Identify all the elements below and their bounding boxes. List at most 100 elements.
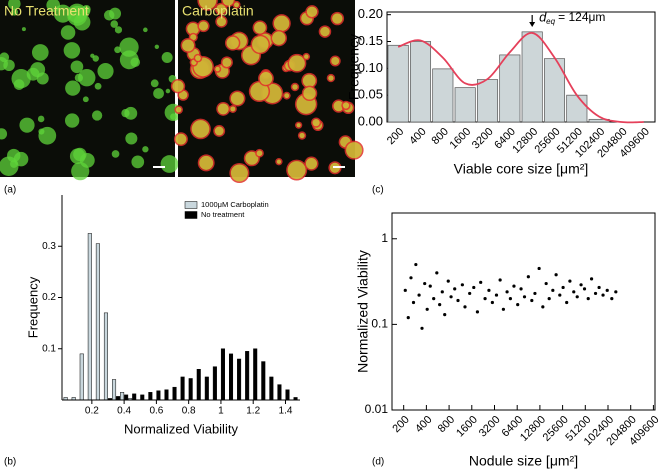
legend-swatch <box>184 211 198 219</box>
cell <box>272 31 286 45</box>
cell <box>331 56 340 65</box>
x-tick-label: 0.6 <box>149 406 163 417</box>
point <box>533 291 537 296</box>
cell <box>97 63 114 80</box>
y-tick-label: 0.3 <box>42 241 56 252</box>
y-tick-label: 0.15 <box>358 33 383 48</box>
bar <box>124 394 129 401</box>
bar <box>566 94 588 123</box>
cell <box>292 84 298 90</box>
cell <box>342 102 350 109</box>
point <box>501 307 505 311</box>
point <box>428 284 432 288</box>
cell <box>320 26 330 37</box>
cell <box>30 62 46 78</box>
point <box>541 305 545 309</box>
cell <box>121 108 130 118</box>
cell <box>125 132 138 145</box>
point <box>417 293 421 297</box>
x-tick-label: 0.8 <box>182 406 196 417</box>
bar <box>432 68 454 123</box>
x-tick-label: 3200 <box>477 414 503 440</box>
cell <box>252 36 269 53</box>
point <box>425 307 429 311</box>
point <box>411 300 416 305</box>
x-tick-label: 1 <box>218 406 224 417</box>
bar <box>521 31 543 123</box>
y-tick-label: 0.10 <box>358 60 383 75</box>
x-tick-label: 1.4 <box>279 406 293 417</box>
bar <box>156 390 161 401</box>
image-label: Carboplatin <box>182 3 254 19</box>
point <box>610 297 614 301</box>
cell <box>276 159 282 164</box>
x-tick-label: 1600 <box>454 414 480 440</box>
bar <box>499 54 521 123</box>
cell <box>328 75 334 81</box>
cell <box>234 2 239 8</box>
cell <box>94 82 102 90</box>
bar <box>261 361 266 401</box>
cell <box>198 21 209 31</box>
cell <box>160 155 179 173</box>
cell <box>67 3 87 24</box>
bar <box>229 353 234 401</box>
cell <box>170 113 177 120</box>
y-axis-label: Normalized Viability <box>355 250 371 373</box>
plot-frame <box>386 11 656 123</box>
point <box>605 288 609 292</box>
cell <box>214 126 224 136</box>
point <box>440 290 444 294</box>
point <box>522 295 527 299</box>
cell <box>284 93 290 99</box>
cell <box>161 52 173 64</box>
bar <box>204 376 209 401</box>
x-tick-label: 1.2 <box>246 406 260 417</box>
cell <box>304 54 309 59</box>
cell <box>91 110 103 121</box>
cell <box>119 50 139 70</box>
cell <box>273 15 290 32</box>
bar <box>196 369 201 401</box>
cell <box>199 155 214 170</box>
bar <box>87 233 92 401</box>
cell <box>259 72 273 85</box>
legend-label: 1000μM Carboplatin <box>201 200 269 209</box>
bar <box>245 351 250 401</box>
cell <box>11 8 18 16</box>
bar <box>269 376 274 401</box>
cell <box>222 57 232 67</box>
point <box>614 290 618 294</box>
point <box>472 285 476 290</box>
cell <box>63 42 81 59</box>
cell <box>103 10 115 21</box>
cell <box>143 27 148 33</box>
bar <box>112 379 117 401</box>
cell <box>190 34 197 41</box>
bar <box>212 366 217 401</box>
bar <box>172 386 177 401</box>
annotation-text: = 124μm <box>558 10 605 24</box>
cell <box>71 162 90 181</box>
x-tick-label: 200 <box>390 414 411 435</box>
cell <box>142 146 149 153</box>
cell <box>305 158 318 170</box>
bar <box>95 243 100 401</box>
cell <box>302 74 316 88</box>
bar <box>220 348 225 401</box>
point <box>586 297 590 301</box>
cell <box>182 39 195 52</box>
cell <box>217 103 229 115</box>
point <box>460 283 464 287</box>
cell <box>287 161 306 180</box>
cell <box>64 113 80 128</box>
annotation-arrowhead <box>529 22 536 27</box>
point <box>505 290 509 294</box>
point <box>593 291 598 296</box>
cell <box>74 73 83 82</box>
cell <box>82 96 89 103</box>
y-tick-label: 1 <box>381 231 388 245</box>
point <box>530 298 534 303</box>
cell <box>60 25 76 40</box>
cell <box>250 82 269 101</box>
